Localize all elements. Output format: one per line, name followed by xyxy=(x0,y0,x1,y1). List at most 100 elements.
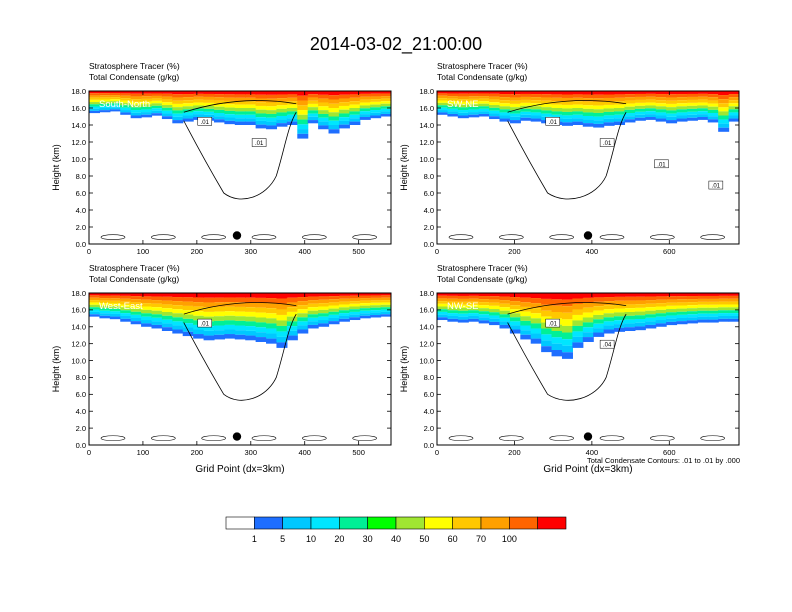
tracer-cell xyxy=(120,100,132,103)
tracer-cell xyxy=(193,302,205,307)
tracer-cell xyxy=(359,295,371,299)
tracer-cell xyxy=(603,108,615,112)
tracer-cell xyxy=(151,93,163,96)
tracer-cell xyxy=(718,111,730,116)
tracer-cell xyxy=(328,116,340,121)
tracer-cell xyxy=(478,293,490,297)
tracer-cell xyxy=(499,100,511,104)
tracer-cell xyxy=(561,101,573,105)
tracer-cell xyxy=(499,115,511,119)
condensate-contour xyxy=(650,435,675,442)
tracer-cell xyxy=(318,323,330,327)
tracer-cell xyxy=(447,113,459,117)
tracer-cell xyxy=(707,319,719,323)
tracer-cell xyxy=(572,314,584,321)
tracer-cell xyxy=(161,315,173,320)
tracer-cell xyxy=(349,295,361,299)
tracer-cell xyxy=(509,91,521,95)
tracer-cell xyxy=(655,309,667,314)
tracer-cell xyxy=(478,101,490,104)
tracer-cell xyxy=(457,107,469,111)
tracer-cell xyxy=(655,94,667,98)
tracer-cell xyxy=(603,321,615,326)
tracer-cell xyxy=(349,298,361,302)
tracer-cell xyxy=(582,112,594,116)
tracer-cell xyxy=(182,106,194,110)
tracer-cell xyxy=(297,129,309,134)
tracer-cell xyxy=(561,108,573,112)
tracer-cell xyxy=(655,91,667,95)
tracer-cell xyxy=(89,300,101,303)
tracer-cell xyxy=(676,91,688,95)
tracer-cell xyxy=(655,316,667,321)
tracer-cell xyxy=(509,116,521,121)
tracer-cell xyxy=(141,114,153,118)
tracer-cell xyxy=(318,293,330,297)
tracer-cell xyxy=(99,101,111,104)
tracer-cell xyxy=(707,307,719,311)
condensate-contour xyxy=(100,435,126,442)
tracer-cell xyxy=(380,314,391,317)
tracer-cell xyxy=(499,97,511,101)
tracer-cell xyxy=(182,112,194,116)
tracer-cell xyxy=(203,330,215,336)
tracer-cell xyxy=(593,297,605,302)
tracer-cell xyxy=(349,104,361,108)
tracer-cell xyxy=(572,293,584,299)
tracer-cell xyxy=(130,93,142,97)
tracer-cell xyxy=(686,320,698,324)
tracer-cell xyxy=(530,303,542,309)
tracer-cell xyxy=(614,320,626,325)
tracer-cell xyxy=(193,111,205,115)
tracer-cell xyxy=(307,307,319,311)
condensate-contour xyxy=(549,435,574,442)
tracer-cell xyxy=(707,103,719,107)
tracer-cell xyxy=(161,107,173,111)
tracer-cell xyxy=(447,96,459,99)
tracer-cell xyxy=(161,296,173,301)
tracer-cell xyxy=(541,293,553,299)
colorbar-swatch xyxy=(509,516,538,530)
tracer-cell xyxy=(530,318,542,324)
tracer-cell xyxy=(624,308,636,312)
y-tick-label: 6.0 xyxy=(76,189,86,198)
tracer-cell xyxy=(130,302,142,306)
tracer-cell xyxy=(255,94,267,99)
tracer-cell xyxy=(530,94,542,98)
tracer-cell xyxy=(718,310,730,314)
tracer-cell xyxy=(370,310,382,313)
tracer-cell xyxy=(707,295,719,299)
x-tick-label: 600 xyxy=(663,448,676,457)
tracer-cell xyxy=(457,310,469,314)
tracer-cell xyxy=(509,297,521,302)
tracer-cell xyxy=(468,295,480,299)
tracer-cell xyxy=(582,293,594,298)
tracer-cell xyxy=(130,308,142,312)
tracer-cell xyxy=(478,317,490,321)
tracer-cell xyxy=(130,314,142,318)
tracer-cell xyxy=(447,91,459,94)
panel-1: .01 .01 0.0 2.0 4.0 6.0 8.0 10.0 12.0 14.0 16.0 18.… xyxy=(51,61,392,256)
tracer-cell xyxy=(614,91,626,95)
tracer-cell xyxy=(245,316,257,322)
tracer-cell xyxy=(707,106,719,110)
tracer-cell xyxy=(728,304,739,308)
tracer-cell xyxy=(297,309,309,314)
tracer-cell xyxy=(318,303,330,307)
tracer-cell xyxy=(676,311,688,315)
tracer-cell xyxy=(203,108,215,112)
tracer-cell xyxy=(89,297,101,301)
tracer-cell xyxy=(645,105,657,109)
tracer-cell xyxy=(686,117,698,121)
plot-area xyxy=(89,91,391,240)
tracer-cell xyxy=(530,338,542,344)
tracer-cell xyxy=(307,110,319,114)
tracer-cell xyxy=(707,100,719,104)
tracer-cell xyxy=(318,110,330,114)
tracer-cell xyxy=(509,97,521,101)
tracer-cell xyxy=(718,127,730,132)
tracer-cell xyxy=(234,91,246,95)
tracer-cell xyxy=(634,117,646,121)
tracer-cell xyxy=(437,98,449,101)
tracer-cell xyxy=(603,313,615,318)
